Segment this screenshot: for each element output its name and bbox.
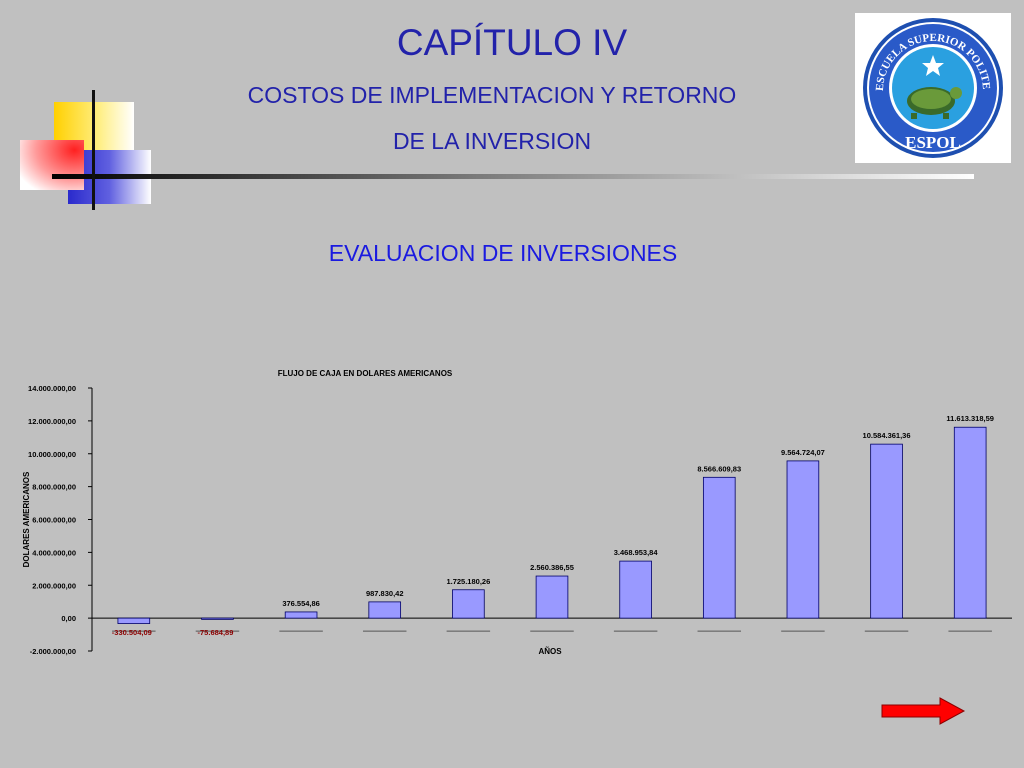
section-title: EVALUACION DE INVERSIONES [328, 240, 678, 266]
data-label: 1.725.180,26 [446, 577, 490, 586]
bar [368, 601, 402, 619]
bar [452, 589, 485, 619]
decorative-squares [20, 90, 974, 210]
bar [702, 476, 736, 619]
data-label: 8.566.609,83 [697, 464, 741, 473]
data-label: -330.504,09 [112, 628, 152, 637]
cash-flow-chart: FLUJO DE CAJA EN DOLARES AMERICANOS 14.00… [22, 369, 1012, 656]
y-tick-label: 6.000.000,00 [32, 516, 76, 525]
bar [284, 611, 318, 619]
data-label: 11.613.318,59 [946, 414, 994, 423]
data-label: 9.564.724,07 [781, 448, 825, 457]
data-label: 2.560.386,55 [530, 563, 574, 572]
y-tick-label: 10.000.000,00 [28, 450, 76, 459]
data-label: 3.468.953,84 [614, 548, 659, 557]
y-tick-label: 4.000.000,00 [32, 548, 76, 557]
chart-title: FLUJO DE CAJA EN DOLARES AMERICANOS [278, 369, 453, 378]
y-tick-label: 14.000.000,00 [28, 384, 76, 393]
bar [619, 560, 652, 619]
y-tick-label: -2.000.000,00 [30, 647, 76, 656]
data-label: 10.584.361,36 [863, 431, 911, 440]
vertical-rule [92, 90, 95, 210]
slide-title: CAPÍTULO IV [396, 22, 628, 63]
y-tick-label: 2.000.000,00 [32, 581, 76, 590]
espol-logo: ESCUELA SUPERIOR POLITECNICA DEL LITORAL… [851, 4, 1011, 163]
bar [953, 426, 987, 619]
red-square [20, 140, 84, 190]
right-arrow-icon[interactable] [881, 697, 966, 725]
bar [201, 617, 234, 620]
next-slide-arrow[interactable] [880, 697, 966, 725]
data-label: 987.830,42 [366, 589, 404, 598]
data-label: -75.684,89 [198, 628, 234, 637]
y-tick-label: 0,00 [61, 614, 76, 623]
horizontal-rule [52, 174, 974, 179]
slide-subtitle-line2: DE LA INVERSION [392, 128, 592, 154]
y-tick-label: 8.000.000,00 [32, 483, 76, 492]
logo-acronym: ESPOL [905, 133, 961, 152]
y-axis-label: DOLARES AMERICANOS [22, 471, 31, 567]
bar [786, 460, 820, 619]
bar [870, 443, 903, 619]
data-label: 376.554,86 [282, 599, 320, 608]
bar [535, 575, 569, 619]
y-tick-label: 12.000.000,00 [28, 417, 76, 426]
slide-subtitle-line1: COSTOS DE IMPLEMENTACION Y RETORNO [247, 82, 737, 108]
x-axis-label: AÑOS [538, 647, 562, 656]
bar [117, 617, 151, 624]
